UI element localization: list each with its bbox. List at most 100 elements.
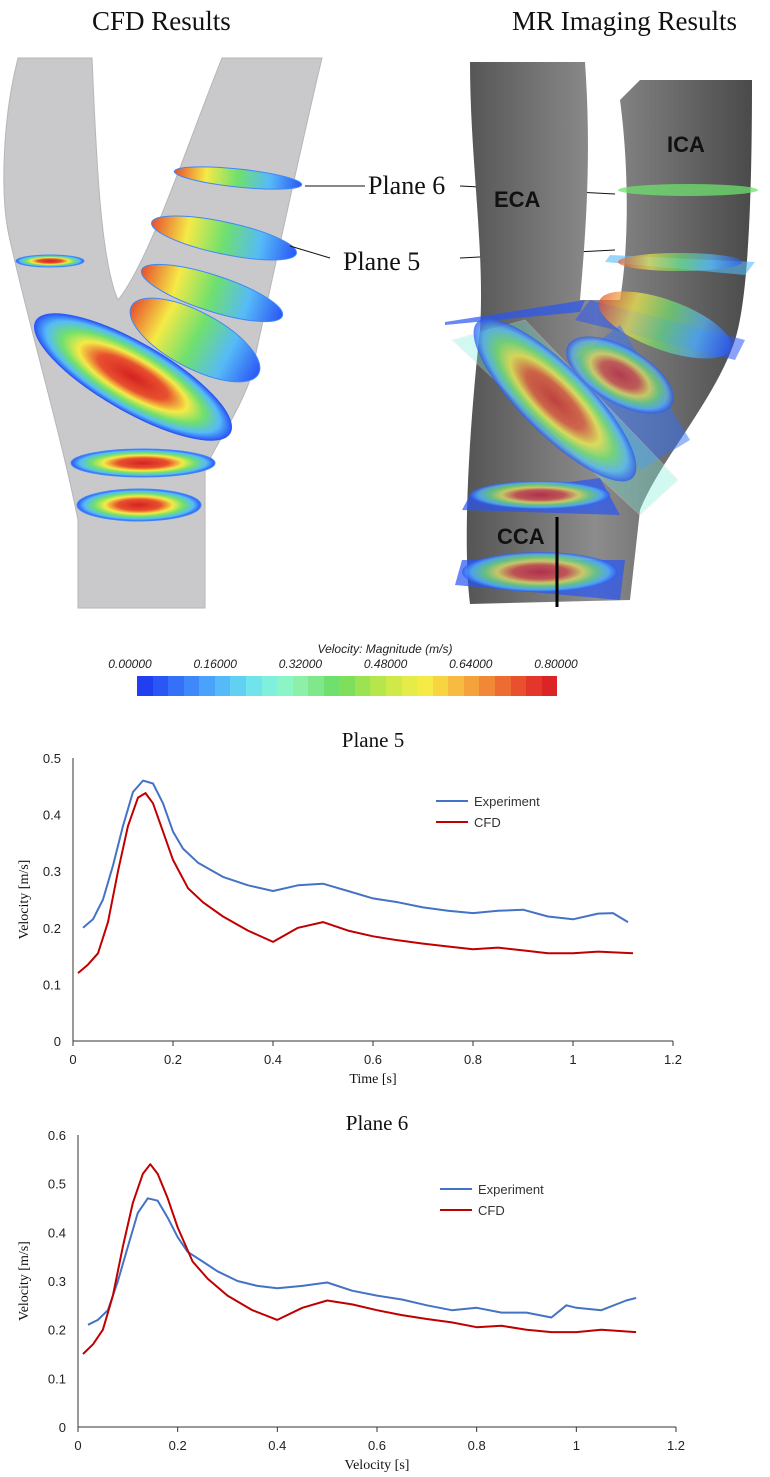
colorbar-swatch (277, 676, 293, 696)
chart-plane6: Plane 6 0 0.1 0.2 0.3 0.4 0.5 0.6 0 0.2 0.4 0.6 0.8 1… (0, 1105, 770, 1477)
cfd-slice-eca (15, 254, 85, 268)
y-tick-label: 0.4 (43, 808, 61, 823)
colorbar-swatch (417, 676, 433, 696)
x-tick-label: 1 (573, 1438, 580, 1453)
x-tick-label: 0.8 (464, 1052, 482, 1067)
chart-title: Plane 6 (346, 1111, 408, 1135)
legend-label: CFD (478, 1203, 505, 1218)
colorbar-swatch (308, 676, 324, 696)
x-tick-label: 0.4 (264, 1052, 282, 1067)
y-tick-label: 0.3 (48, 1274, 66, 1289)
colorbar-swatch (152, 676, 169, 696)
y-axis-label: Velocity [m/s] (17, 860, 32, 940)
colorbar-tick-label: 0.16000 (193, 657, 237, 671)
y-tick-label: 0.2 (43, 921, 61, 936)
plane5-label: Plane 5 (343, 247, 421, 276)
colorbar-swatch (199, 676, 215, 696)
eca-label: ECA (494, 187, 541, 212)
y-tick-label: 0.2 (48, 1323, 66, 1338)
y-tick-label: 0.1 (48, 1371, 66, 1386)
x-tick-label: 0.2 (164, 1052, 182, 1067)
cfd-slice-4 (140, 263, 284, 323)
legend-label: Experiment (474, 794, 540, 809)
mr-slices (445, 184, 758, 607)
cfd-slice-1 (70, 448, 216, 478)
colorbar-swatch (370, 676, 386, 696)
colorbar-tick-label: 0.64000 (449, 657, 493, 671)
colorbar-ticks: 0.00000 0.16000 0.32000 0.48000 0.64000 0.800… (0, 657, 770, 671)
colorbar-swatch (526, 676, 542, 696)
colorbar-swatch (214, 676, 231, 696)
x-tick-label: 1.2 (667, 1438, 685, 1453)
x-tick-label: 0.2 (169, 1438, 187, 1453)
colorbar-tick-label: 0.48000 (363, 657, 408, 671)
mr-imaging-results-title: MR Imaging Results (512, 6, 738, 36)
mr-slice-plane6 (618, 184, 758, 196)
colorbar-swatch (510, 676, 527, 696)
mr-vessel (466, 62, 752, 604)
legend-label: CFD (474, 815, 501, 830)
vessel-visualization (3, 57, 758, 609)
colorbar-tick-label: 0.32000 (278, 657, 323, 671)
ica-label: ICA (667, 132, 705, 157)
series-line-cfd (82, 1163, 637, 1355)
colorbar-swatch (401, 676, 418, 696)
cca-label: CCA (497, 524, 545, 549)
colorbar-swatch (261, 676, 278, 696)
x-tick-label: 0 (74, 1438, 81, 1453)
chart-title: Plane 5 (342, 728, 404, 752)
y-tick-label: 0.6 (48, 1128, 66, 1143)
cfd-slice-cca (76, 488, 202, 522)
x-tick-label: 1.2 (664, 1052, 682, 1067)
x-tick-label: 0 (69, 1052, 76, 1067)
series-line-experiment (87, 1197, 637, 1326)
colorbar-swatch (230, 676, 246, 696)
chart-plane5: Plane 5 0 0.1 0.2 0.3 0.4 0.5 0 0.2 0.4 0.6 0.8 1 1.2… (0, 722, 770, 1092)
plane6-label: Plane 6 (368, 171, 446, 200)
x-tick-label: 0.6 (364, 1052, 382, 1067)
colorbar-swatch (432, 676, 449, 696)
x-tick-label: 1 (569, 1052, 576, 1067)
x-tick-label: 0.6 (368, 1438, 386, 1453)
colorbar-swatch (323, 676, 340, 696)
colorbar-title: Velocity: Magnitude (m/s) (317, 642, 453, 656)
colorbar-swatch (137, 676, 153, 696)
y-tick-label: 0.1 (43, 977, 61, 992)
y-tick-label: 0.3 (43, 864, 61, 879)
colorbar-swatch (168, 676, 184, 696)
colorbar-swatch (463, 676, 480, 696)
legend-label: Experiment (478, 1182, 544, 1197)
colorbar-swatch (541, 676, 558, 696)
x-axis-label: Velocity [s] (345, 1458, 410, 1473)
x-axis-label: Time [s] (349, 1072, 396, 1087)
colorbar-swatch (479, 676, 495, 696)
colorbar-tick-label: 0.80000 (534, 657, 578, 671)
plane5-leader-left (289, 245, 331, 259)
colorbar-swatch (183, 676, 200, 696)
y-tick-label: 0.5 (43, 751, 61, 766)
y-axis-label: Velocity [m/s] (17, 1241, 32, 1321)
y-tick-label: 0 (59, 1420, 66, 1435)
colorbar-swatch (494, 676, 511, 696)
colorbar-swatch (448, 676, 464, 696)
colorbar-swatch (354, 676, 371, 696)
cfd-slice-3 (129, 297, 261, 383)
x-tick-label: 0.4 (268, 1438, 286, 1453)
y-tick-label: 0.5 (48, 1177, 66, 1192)
colorbar (137, 676, 558, 696)
cfd-results-title: CFD Results (92, 6, 231, 36)
colorbar-tick-label: 0.00000 (108, 657, 152, 671)
cfd-slice-2 (34, 313, 232, 441)
colorbar-swatch (339, 676, 355, 696)
series-line-cfd (77, 792, 634, 974)
y-tick-label: 0.4 (48, 1225, 66, 1240)
cfd-slices (15, 166, 303, 522)
series-line-experiment (82, 779, 629, 929)
colorbar-swatch (292, 676, 309, 696)
x-tick-label: 0.8 (468, 1438, 486, 1453)
cfd-slice-plane6 (173, 166, 303, 190)
colorbar-swatch (245, 676, 262, 696)
y-tick-label: 0 (54, 1034, 61, 1049)
cfd-slice-plane5 (151, 215, 297, 261)
colorbar-swatch (386, 676, 402, 696)
